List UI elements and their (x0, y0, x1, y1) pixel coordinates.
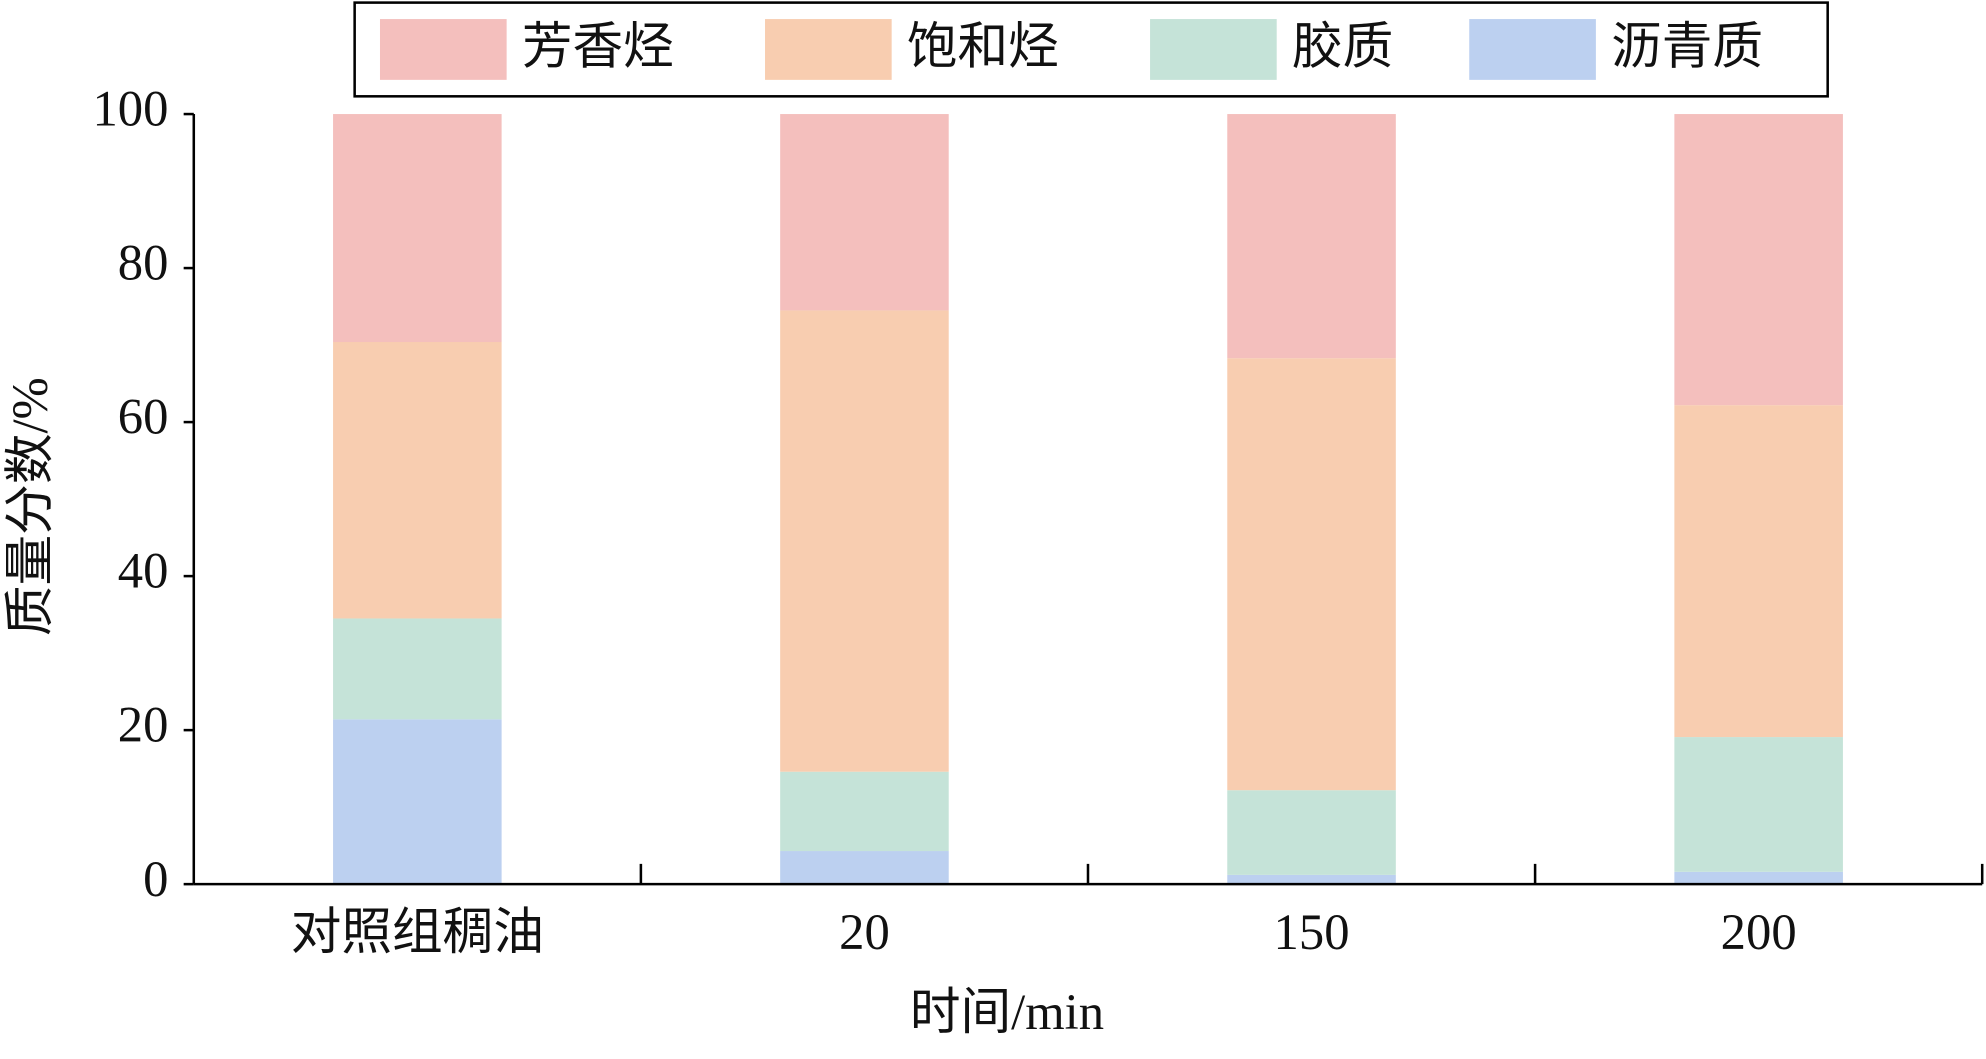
y-tick-label: 60 (118, 389, 169, 445)
bar-segment (333, 114, 502, 343)
bar-segment (1674, 871, 1843, 885)
x-tick-label: 20 (839, 904, 890, 960)
legend-label: 饱和烃 (907, 19, 1059, 75)
bar-segment (1227, 790, 1396, 875)
x-tick-label: 200 (1721, 904, 1797, 960)
legend-label: 芳香烃 (522, 19, 674, 75)
y-axis-label: 质量分数/% (2, 377, 58, 636)
legend-swatch (1469, 19, 1596, 80)
x-tick-label: 对照组稠油 (291, 904, 544, 960)
bar-segment (1227, 874, 1396, 885)
bar-segment (333, 618, 502, 720)
bar-segment (1674, 405, 1843, 738)
y-tick-label: 0 (143, 851, 168, 907)
bar-segment (780, 851, 949, 885)
bar-segment (780, 771, 949, 852)
y-tick-label: 80 (118, 235, 169, 291)
legend-label: 胶质 (1292, 19, 1393, 75)
x-axis-label: 时间/min (910, 984, 1104, 1040)
y-tick-label: 100 (92, 81, 168, 137)
bar-segment (1674, 114, 1843, 406)
legend-swatch (379, 19, 507, 80)
legend-swatch (765, 19, 892, 80)
legend-label: 沥青质 (1611, 19, 1763, 75)
bar-segment (1674, 737, 1843, 872)
y-tick-label: 20 (118, 697, 169, 753)
legend-swatch (1150, 19, 1277, 80)
bar-segment (780, 310, 949, 772)
bar-segment (333, 342, 502, 619)
bar-segment (780, 114, 949, 311)
bar-segment (333, 719, 502, 885)
y-tick-label: 40 (118, 543, 169, 599)
bar-segment (1227, 358, 1396, 791)
x-tick-label: 150 (1274, 904, 1350, 960)
bar-segment (1227, 114, 1396, 359)
